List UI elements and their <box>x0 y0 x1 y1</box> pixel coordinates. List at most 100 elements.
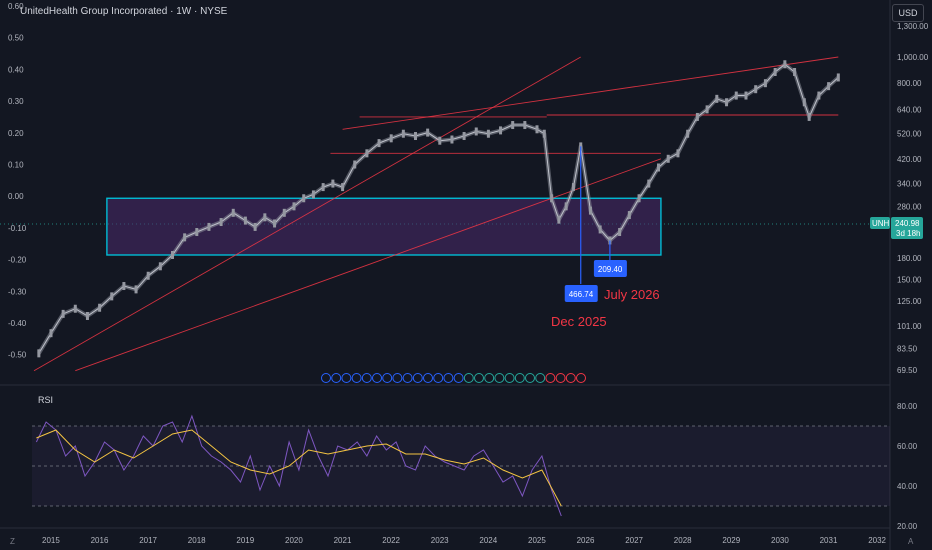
price-candle <box>564 202 568 211</box>
price-candle <box>73 304 77 313</box>
price-candle <box>637 194 641 203</box>
price-candle <box>273 219 277 228</box>
event-marker <box>514 373 525 383</box>
ticker-tag-bg <box>870 216 890 229</box>
price-candle <box>571 183 575 192</box>
price-candle <box>353 160 357 169</box>
event-marker <box>361 373 372 383</box>
price-candle <box>282 208 286 217</box>
rsi-axis-tick-label: 20.00 <box>897 522 918 531</box>
price-candle <box>158 262 162 271</box>
trendline <box>33 56 581 372</box>
rsi-line <box>35 414 562 517</box>
time-axis-tick-label: 2018 <box>188 536 206 545</box>
price-candle <box>550 194 554 203</box>
price-tag-value: 240.98 <box>895 219 920 228</box>
event-marker <box>443 373 454 383</box>
time-axis-tick-label: 2015 <box>42 536 60 545</box>
chart-title: UnitedHealth Group Incorporated · 1W · N… <box>20 6 228 17</box>
price-candle <box>734 91 738 100</box>
price-candle <box>122 282 126 291</box>
left-axis-tick-label: -0.20 <box>8 256 27 265</box>
price-candle <box>474 127 478 136</box>
price-candle <box>292 202 296 211</box>
rsi-axis-tick-label: 40.00 <box>897 482 918 491</box>
price-candle <box>377 139 381 148</box>
event-marker <box>412 373 423 383</box>
price-candle <box>231 208 235 217</box>
time-axis-tick-label: 2022 <box>382 536 400 545</box>
price-candle <box>598 225 602 234</box>
event-marker <box>545 373 556 383</box>
event-marker <box>555 373 566 383</box>
price-axis-tick-label: 1,300.00 <box>897 22 929 31</box>
event-marker <box>535 373 546 383</box>
price-axis-tick-label: 180.00 <box>897 254 922 263</box>
price-candle <box>783 60 787 69</box>
price-candle <box>657 163 660 172</box>
rsi-label: RSI <box>38 395 54 405</box>
price-candle <box>85 311 89 320</box>
price-candle <box>557 215 561 224</box>
left-axis-tick-label: -0.40 <box>8 319 27 328</box>
price-candle <box>754 85 758 94</box>
price-candle <box>676 149 680 158</box>
event-marker <box>351 373 362 383</box>
price-tag-countdown: 3d 18h <box>896 229 920 238</box>
event-marker <box>321 373 331 383</box>
price-candle <box>146 271 150 280</box>
left-axis-tick-label: 0.20 <box>8 129 24 138</box>
corner-right-label[interactable]: A <box>908 537 914 546</box>
price-axis-tick-label: 83.50 <box>897 344 918 353</box>
price-axis-tick-label: 280.00 <box>897 202 922 211</box>
price-candle <box>773 67 777 76</box>
left-axis-tick-label: 0.30 <box>8 97 24 106</box>
event-marker <box>463 373 474 383</box>
event-marker <box>392 373 403 383</box>
corner-left-label[interactable]: Z <box>10 537 15 546</box>
price-candle <box>438 136 442 145</box>
price-candle <box>827 82 831 91</box>
time-axis-tick-label: 2030 <box>771 536 789 545</box>
event-marker <box>565 373 576 383</box>
price-candle <box>647 179 651 188</box>
left-axis-tick-label: 0.10 <box>8 161 24 170</box>
left-axis-tick-label: -0.30 <box>8 287 27 296</box>
event-marker <box>484 373 495 383</box>
high-price-label-bg <box>564 285 598 302</box>
rsi-axis-tick-label: 60.00 <box>897 442 918 451</box>
price-candle <box>110 292 114 301</box>
event-marker <box>474 373 484 383</box>
currency-button[interactable]: USD <box>892 4 924 22</box>
price-candle <box>311 190 315 199</box>
time-axis-tick-label: 2027 <box>625 536 643 545</box>
event-marker <box>525 373 535 383</box>
price-candle <box>744 91 748 100</box>
time-axis-tick-label: 2024 <box>479 536 497 545</box>
price-candle <box>817 91 821 100</box>
price-candle <box>793 67 797 76</box>
date-label-high: Dec 2025 <box>551 314 607 329</box>
low-price-label-bg <box>593 260 627 277</box>
price-candle <box>389 134 393 143</box>
price-candle <box>61 309 65 318</box>
time-axis-tick-label: 2026 <box>577 536 595 545</box>
low-price-label: 209.40 <box>598 265 623 274</box>
time-axis-tick-label: 2021 <box>334 536 352 545</box>
left-axis-tick-label: -0.50 <box>8 351 27 360</box>
price-candle <box>331 179 335 188</box>
event-marker <box>453 373 464 383</box>
time-axis-tick-label: 2023 <box>431 536 449 545</box>
price-candle <box>195 228 199 237</box>
price-candle <box>542 129 546 138</box>
price-candle <box>666 154 670 163</box>
trendline <box>75 158 662 372</box>
price-candle <box>763 79 767 88</box>
price-candle <box>618 228 622 237</box>
price-candle <box>341 183 345 192</box>
time-axis-tick-label: 2019 <box>236 536 254 545</box>
time-axis-tick-label: 2017 <box>139 536 157 545</box>
trendline <box>342 56 839 130</box>
price-candle <box>49 329 53 338</box>
